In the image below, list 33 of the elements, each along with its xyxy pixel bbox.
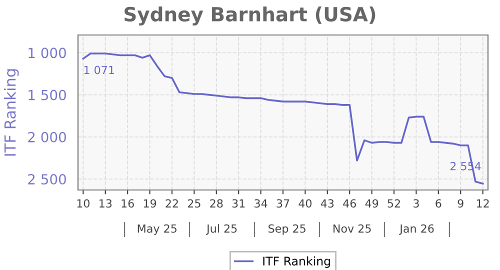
- text: Jan 26: [399, 224, 434, 235]
- x-tick-label: 19: [144, 199, 156, 208]
- x-tick-label: 49: [365, 199, 378, 208]
- chart-title: Sydney Barnhart (USA): [124, 6, 376, 26]
- x-tick-label: 16: [122, 199, 134, 208]
- x-tick-label: 13: [100, 199, 112, 208]
- text: Jul 25: [206, 224, 237, 235]
- x-tick-label: 43: [320, 199, 334, 208]
- text: Sep 25: [268, 224, 306, 235]
- x-tick-label: 37: [276, 199, 290, 208]
- legend-label: ITF Ranking: [263, 256, 330, 268]
- x-tick-label: 28: [210, 199, 223, 208]
- y-axis-title: ITF Ranking: [4, 69, 19, 156]
- x-tick-label: 31: [232, 199, 245, 208]
- text: May 25: [138, 224, 176, 235]
- x-tick-label: 52: [388, 199, 400, 208]
- x-tick-label: 3: [414, 199, 419, 208]
- x-tick-label: 12: [476, 199, 489, 208]
- x-tick-label: 10: [77, 199, 90, 208]
- x-tick-label: 6: [436, 199, 442, 208]
- y-tick-label: 1 500: [28, 90, 66, 100]
- x-tick-label: 25: [188, 199, 200, 208]
- annotation: 1 071: [84, 66, 114, 74]
- x-tick-label: 22: [166, 199, 178, 208]
- x-tick-label: 9: [458, 199, 464, 208]
- text: Nov 25: [333, 224, 371, 233]
- y-tick-label: 2 000: [28, 132, 66, 142]
- y-tick-label: 1 000: [28, 48, 66, 58]
- x-tick-label: 46: [343, 199, 356, 208]
- x-tick-label: 34: [254, 199, 268, 208]
- y-tick-label: 2 500: [28, 174, 66, 185]
- line-series: [82, 52, 484, 185]
- x-tick-label: 40: [298, 199, 312, 208]
